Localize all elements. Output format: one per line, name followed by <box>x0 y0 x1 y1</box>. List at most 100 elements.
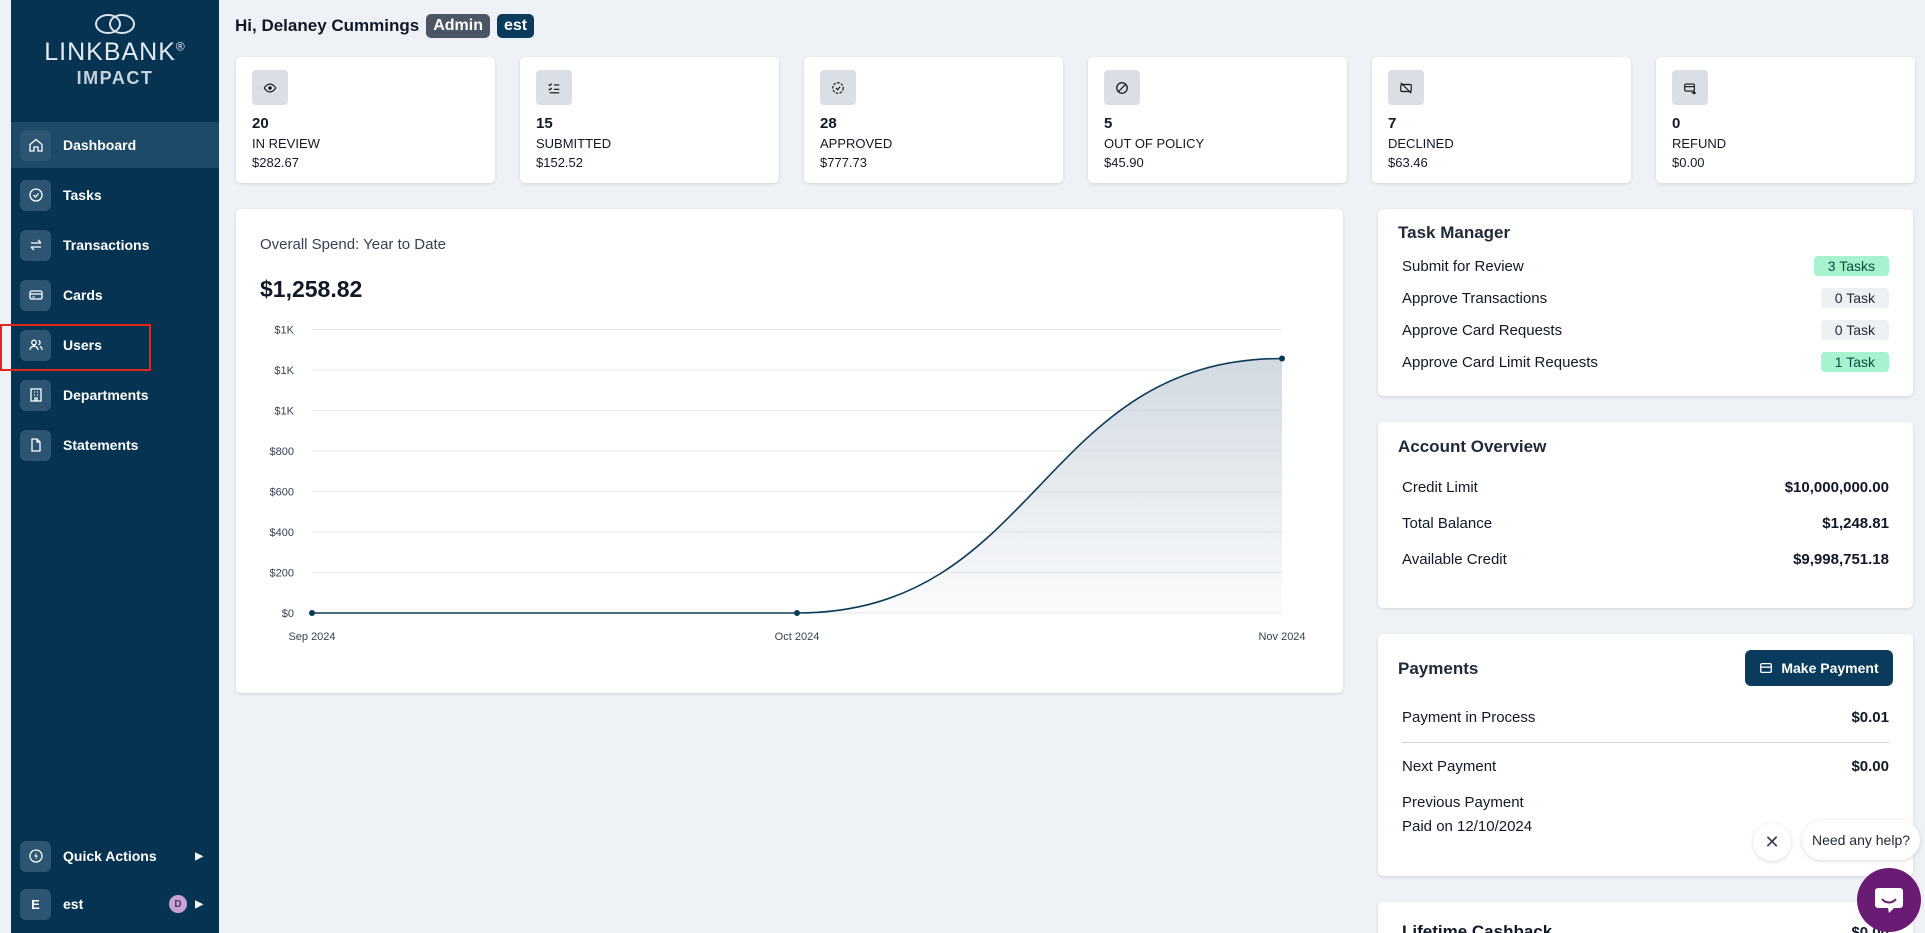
stat-amount: $0.00 <box>1672 155 1705 170</box>
data-point <box>794 610 800 616</box>
sidebar-item-tasks[interactable]: Tasks <box>11 172 219 218</box>
row-value: $0.00 <box>1851 758 1889 775</box>
sidebar-item-cards[interactable]: Cards <box>11 272 219 318</box>
sidebar-item-transactions[interactable]: Transactions <box>11 222 219 268</box>
chart-title: Overall Spend: Year to Date <box>260 236 446 253</box>
stat-count: 7 <box>1388 115 1397 132</box>
sidebar-item-label: Transactions <box>63 237 150 253</box>
user-avatar: D <box>169 895 187 913</box>
account-switcher[interactable]: E est D ▶ <box>11 884 219 924</box>
stat-card-refund[interactable]: 0 REFUND $0.00 <box>1656 57 1915 183</box>
row-label: Paid on 12/10/2024 <box>1402 818 1533 835</box>
chat-launcher-button[interactable] <box>1857 868 1921 932</box>
quick-actions-menu[interactable]: Quick Actions ▶ <box>11 836 219 876</box>
stat-label: APPROVED <box>820 136 893 151</box>
stat-label: SUBMITTED <box>536 136 612 151</box>
quick-actions-label: Quick Actions <box>63 848 157 864</box>
available-credit-row: Available Credit $9,998,751.18 <box>1402 551 1889 568</box>
y-tick-label: $800 <box>270 446 294 458</box>
row-label: Payment in Process <box>1402 709 1536 726</box>
help-bubble[interactable]: Need any help? <box>1802 820 1920 860</box>
sidebar-item-dashboard[interactable]: Dashboard <box>11 122 219 168</box>
stat-count: 28 <box>820 115 837 132</box>
chat-icon <box>1875 888 1903 913</box>
linked-rings-icon <box>95 14 135 34</box>
brand-logo[interactable]: LINKBANK® IMPACT <box>11 12 219 89</box>
task-count-badge: 0 Task <box>1820 320 1889 340</box>
credit-limit-row: Credit Limit $10,000,000.00 <box>1402 479 1889 496</box>
task-label: Approve Card Requests <box>1402 321 1563 339</box>
building-icon <box>20 379 51 411</box>
x-tick-label: Nov 2024 <box>1258 631 1305 643</box>
sidebar-item-label: Statements <box>63 437 139 453</box>
stat-label: REFUND <box>1672 136 1727 151</box>
y-tick-label: $400 <box>270 527 294 539</box>
sidebar-nav: Dashboard Tasks Transactions Cards Users <box>11 122 219 472</box>
stat-label: IN REVIEW <box>252 136 320 151</box>
sidebar-item-statements[interactable]: Statements <box>11 422 219 468</box>
stat-count: 5 <box>1104 115 1113 132</box>
account-overview-title: Account Overview <box>1398 437 1547 456</box>
ban-icon <box>1104 70 1140 105</box>
stat-card-in-review[interactable]: 20 IN REVIEW $282.67 <box>236 57 495 183</box>
sidebar: LINKBANK® IMPACT Dashboard Tasks Transac… <box>11 0 219 933</box>
stat-card-submitted[interactable]: 15 SUBMITTED $152.52 <box>520 57 779 183</box>
document-icon <box>20 429 51 461</box>
previous-payment-date-row: Paid on 12/10/2024 <box>1402 818 1889 835</box>
stat-card-approved[interactable]: 28 APPROVED $777.73 <box>804 57 1063 183</box>
check-circle-icon <box>20 179 51 211</box>
org-badge: est <box>497 14 535 38</box>
task-count-badge: 0 Task <box>1820 288 1889 308</box>
sidebar-item-label: Dashboard <box>63 137 137 153</box>
task-row-submit-review[interactable]: Submit for Review 3 Tasks <box>1402 256 1889 276</box>
row-label: Total Balance <box>1402 515 1493 532</box>
cashback-title: Lifetime Cashback <box>1402 922 1553 933</box>
caret-right-icon: ▶ <box>195 898 203 910</box>
task-label: Submit for Review <box>1402 257 1524 275</box>
y-tick-label: $1K <box>274 325 294 337</box>
close-help-button[interactable]: ✕ <box>1753 823 1791 861</box>
y-tick-label: $200 <box>270 568 294 580</box>
sidebar-item-label: Tasks <box>63 187 102 203</box>
row-value: $1,248.81 <box>1822 515 1889 532</box>
task-count-badge: 1 Task <box>1820 352 1889 372</box>
stat-card-declined[interactable]: 7 DECLINED $63.46 <box>1372 57 1631 183</box>
close-icon: ✕ <box>1764 831 1780 852</box>
y-tick-label: $1K <box>274 406 294 418</box>
row-value: $9,998,751.18 <box>1793 551 1889 568</box>
list-check-icon <box>536 70 572 105</box>
transfer-arrows-icon <box>20 229 51 261</box>
role-badge: Admin <box>426 14 490 38</box>
task-count-badge: 3 Tasks <box>1813 256 1889 276</box>
sidebar-item-label: Users <box>63 337 102 353</box>
eye-icon <box>252 70 288 105</box>
stat-amount: $63.46 <box>1388 155 1428 170</box>
x-tick-label: Oct 2024 <box>775 631 820 643</box>
row-value: $10,000,000.00 <box>1784 479 1889 496</box>
stat-card-out-of-policy[interactable]: 5 OUT OF POLICY $45.90 <box>1088 57 1347 183</box>
stat-amount: $45.90 <box>1104 155 1144 170</box>
previous-payment-row: Previous Payment <box>1402 794 1889 811</box>
sidebar-item-label: Cards <box>63 287 103 303</box>
spend-chart: $0 $200 $400 $600 $800 $1K $1K $1K Sep 2024 Oct 2… <box>270 325 1306 644</box>
make-payment-button[interactable]: Make Payment <box>1745 650 1893 686</box>
sidebar-item-users[interactable]: Users <box>11 322 219 368</box>
stat-count: 15 <box>536 115 553 132</box>
y-tick-label: $0 <box>282 608 294 620</box>
sidebar-item-label: Departments <box>63 387 149 403</box>
task-row-approve-transactions[interactable]: Approve Transactions 0 Task <box>1402 288 1889 308</box>
task-row-approve-card-limit[interactable]: Approve Card Limit Requests 1 Task <box>1402 352 1889 372</box>
stat-amount: $282.67 <box>252 155 299 170</box>
y-tick-label: $1K <box>274 365 294 377</box>
stat-amount: $152.52 <box>536 155 583 170</box>
row-label: Previous Payment <box>1402 794 1524 811</box>
badge-check-icon <box>820 70 856 105</box>
credit-card-icon <box>20 279 51 311</box>
home-icon <box>20 129 51 161</box>
sidebar-item-departments[interactable]: Departments <box>11 372 219 418</box>
greeting-text: Hi, Delaney Cummings <box>235 16 420 35</box>
y-tick-label: $600 <box>270 487 294 499</box>
spend-chart-card: Overall Spend: Year to Date $1,258.82 $0… <box>236 209 1343 693</box>
payment-icon <box>1760 662 1773 674</box>
task-row-approve-card-requests[interactable]: Approve Card Requests 0 Task <box>1402 320 1889 340</box>
